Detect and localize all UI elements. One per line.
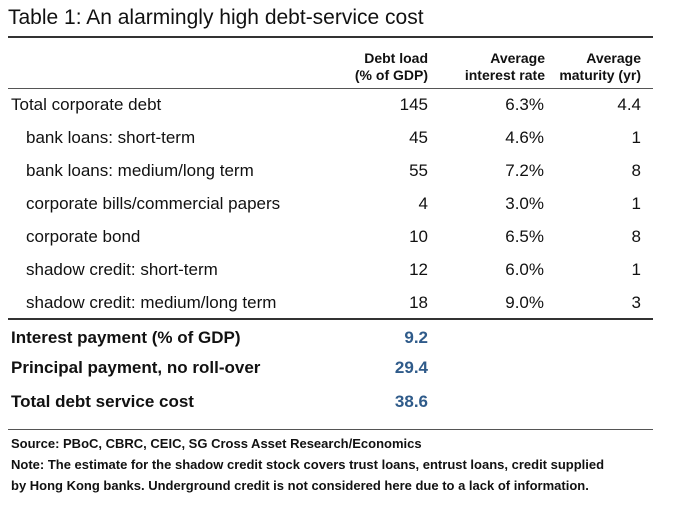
- debt-load-cell: 4: [418, 194, 428, 213]
- source-note: Source: PBoC, CBRC, CEIC, SG Cross Asset…: [11, 436, 422, 451]
- header-maturity-line1: Average: [586, 50, 641, 66]
- summary-row: Interest payment (% of GDP) 9.2: [0, 324, 681, 357]
- row-label: corporate bond: [26, 227, 141, 246]
- header-interest-rate-line2: interest rate: [464, 67, 545, 83]
- row-label: corporate bills/commercial papers: [26, 194, 281, 213]
- header-rule: [8, 88, 653, 89]
- debt-load-cell: 10: [409, 227, 428, 246]
- interest-rate-cell: 4.6%: [505, 128, 544, 147]
- table-row: shadow credit: medium/long term 18 9.0% …: [0, 287, 681, 320]
- row-label: shadow credit: short-term: [26, 260, 218, 279]
- debt-load-cell: 12: [409, 260, 428, 279]
- maturity-cell: 1: [631, 194, 641, 213]
- header-maturity: Average maturity (yr): [559, 50, 641, 84]
- interest-rate-cell: 7.2%: [505, 161, 544, 180]
- debt-load-cell: 45: [409, 128, 428, 147]
- summary-value: 9.2: [404, 328, 428, 347]
- interest-rate-cell: 9.0%: [505, 293, 544, 312]
- maturity-cell: 1: [631, 128, 641, 147]
- row-label: bank loans: short-term: [26, 128, 196, 147]
- summary-value: 29.4: [394, 358, 428, 377]
- table-row: shadow credit: short-term 12 6.0% 1: [0, 254, 681, 287]
- debt-load-cell: 18: [409, 293, 428, 312]
- summary-label: Interest payment (% of GDP): [11, 328, 241, 347]
- row-label: Total corporate debt: [11, 95, 162, 114]
- interest-rate-cell: 6.3%: [505, 95, 544, 114]
- summary-row: Total debt service cost 38.6: [0, 388, 681, 421]
- summary-label: Principal payment, no roll-over: [11, 358, 261, 377]
- debt-load-cell: 145: [399, 95, 428, 114]
- top-rule: [8, 36, 653, 38]
- table-row: bank loans: short-term 45 4.6% 1: [0, 122, 681, 155]
- header-debt-load-line1: Debt load: [364, 50, 428, 66]
- interest-rate-cell: 6.0%: [505, 260, 544, 279]
- debt-load-cell: 55: [409, 161, 428, 180]
- note-line-1: Note: The estimate for the shadow credit…: [11, 457, 605, 472]
- summary-row: Principal payment, no roll-over 29.4: [0, 354, 681, 387]
- maturity-cell: 1: [631, 260, 641, 279]
- header-debt-load-line2: (% of GDP): [354, 67, 428, 83]
- header-maturity-line2: maturity (yr): [559, 67, 641, 83]
- summary-value: 38.6: [394, 392, 428, 411]
- row-label: bank loans: medium/long term: [26, 161, 254, 180]
- header-interest-rate-line1: Average: [490, 50, 545, 66]
- interest-rate-cell: 6.5%: [505, 227, 544, 246]
- header-interest-rate: Average interest rate: [465, 50, 545, 84]
- table-row: bank loans: medium/long term 55 7.2% 8: [0, 155, 681, 188]
- maturity-cell: 8: [631, 227, 641, 246]
- interest-rate-cell: 3.0%: [505, 194, 544, 213]
- row-label: shadow credit: medium/long term: [26, 293, 277, 312]
- note-line-2: by Hong Kong banks. Underground credit i…: [11, 478, 589, 493]
- table-row: corporate bond 10 6.5% 8: [0, 221, 681, 254]
- maturity-cell: 8: [631, 161, 641, 180]
- header-debt-load: Debt load (% of GDP): [355, 50, 428, 84]
- table-footer: Source: PBoC, CBRC, CEIC, SG Cross Asset…: [11, 433, 604, 496]
- table-row: Total corporate debt 145 6.3% 4.4: [0, 89, 681, 122]
- maturity-cell: 3: [631, 293, 641, 312]
- summary-rule: [8, 318, 653, 320]
- summary-label: Total debt service cost: [11, 392, 194, 411]
- footer-rule: [8, 429, 653, 430]
- table-title: Table 1: An alarmingly high debt-service…: [8, 6, 424, 29]
- maturity-cell: 4.4: [617, 95, 641, 114]
- table-row: corporate bills/commercial papers 4 3.0%…: [0, 188, 681, 221]
